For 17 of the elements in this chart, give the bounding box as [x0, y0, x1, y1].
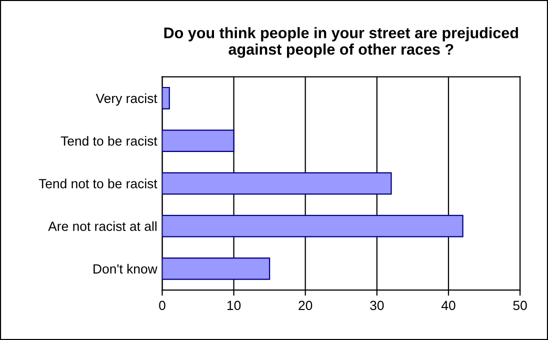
x-tick-label: 10	[227, 300, 241, 310]
bar	[162, 257, 270, 280]
y-tick-label: Very racist	[96, 93, 158, 106]
bar	[162, 172, 392, 195]
x-tick-label: 20	[298, 300, 312, 310]
y-tick-label: Don't know	[94, 264, 158, 274]
y-tick-label: Tend to be racist	[60, 136, 158, 146]
x-tick-label: 50	[513, 300, 527, 310]
y-tick-label: Are not racist at all	[48, 221, 156, 231]
y-tick-label: Tend not to be racist	[38, 178, 158, 188]
chart-title: Do you think people in your street are prejudiced against people of other races ?	[164, 27, 518, 58]
bar	[162, 214, 464, 238]
bar	[162, 86, 170, 110]
bar	[162, 130, 234, 152]
x-tick-label: 40	[441, 300, 456, 310]
x-tick-label: 30	[370, 300, 384, 310]
x-tick-label: 0	[159, 300, 166, 310]
